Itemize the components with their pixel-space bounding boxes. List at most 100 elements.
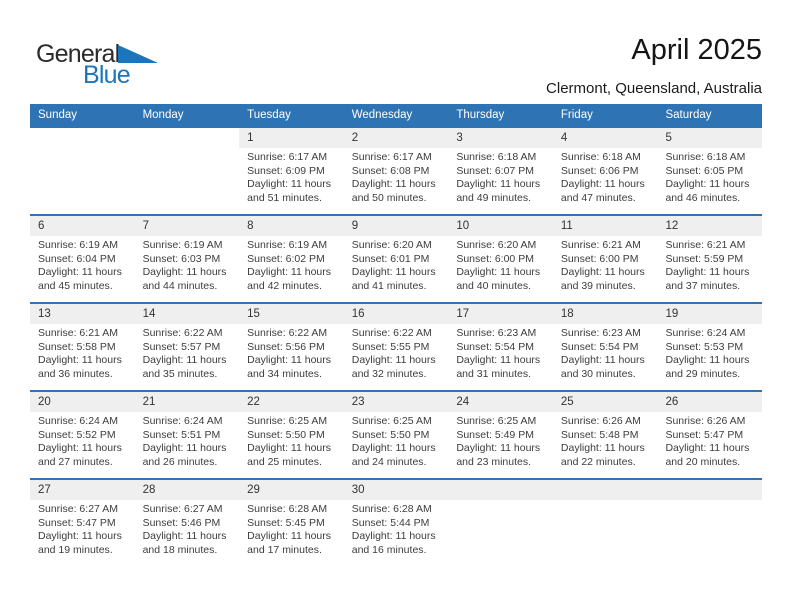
sunset-text: Sunset: 5:44 PM (351, 516, 430, 529)
sunset-text: Sunset: 5:47 PM (665, 428, 744, 441)
sunset-text: Sunset: 5:51 PM (142, 428, 221, 441)
empty-day-cell (657, 480, 763, 566)
daylight-text: Daylight: 11 hours (351, 266, 436, 278)
daylight-text: Daylight: 11 hours (38, 354, 122, 366)
day-info: Sunrise: 6:24 AM Sunset: 5:51 PM Daylight:… (135, 412, 240, 469)
day-header-thursday: Thursday (456, 109, 505, 121)
daylight-text: Daylight: 11 hours (560, 354, 645, 366)
day-info: Sunrise: 6:27 AM Sunset: 5:46 PM Daylight:… (135, 500, 240, 557)
daylight-text: Daylight: 11 hours (247, 442, 332, 454)
sunset-text: Sunset: 5:55 PM (351, 340, 430, 353)
day-number: 19 (657, 304, 763, 324)
daylight-text-cont: and 42 minutes. (247, 279, 322, 292)
day-info: Sunrise: 6:27 AM Sunset: 5:47 PM Daylight:… (30, 500, 135, 557)
daylight-text-cont: and 41 minutes. (351, 279, 427, 292)
daylight-text-cont: and 18 minutes. (142, 543, 218, 556)
title-block: April 2025 Clermont, Queensland, Austral… (546, 34, 762, 97)
sunset-text: Sunset: 5:58 PM (38, 340, 116, 353)
sunrise-text: Sunrise: 6:25 AM (247, 415, 328, 427)
sunset-text: Sunset: 6:05 PM (665, 164, 744, 177)
sunset-text: Sunset: 5:48 PM (560, 428, 639, 441)
daylight-text-cont: and 35 minutes. (142, 367, 218, 380)
day-cell: 3 Sunrise: 6:18 AM Sunset: 6:07 PM Daylight… (448, 128, 553, 214)
daylight-text: Daylight: 11 hours (560, 266, 645, 278)
daylight-text-cont: and 17 minutes. (247, 543, 322, 556)
calendar-table: Sunday Monday Tuesday Wednesday Thursday Frid… (30, 104, 763, 566)
daylight-text-cont: and 31 minutes. (456, 367, 532, 380)
daylight-text-cont: and 36 minutes. (38, 367, 113, 380)
day-info: Sunrise: 6:25 AM Sunset: 5:50 PM Daylight:… (239, 412, 344, 469)
day-number: 9 (343, 216, 449, 236)
daylight-text-cont: and 47 minutes. (560, 191, 636, 204)
daylight-text: Daylight: 11 hours (351, 442, 436, 454)
day-number: 13 (30, 304, 135, 324)
day-number-band (552, 480, 658, 500)
day-number: 26 (657, 392, 763, 412)
sunrise-text: Sunrise: 6:26 AM (560, 415, 641, 427)
day-info: Sunrise: 6:23 AM Sunset: 5:54 PM Daylight:… (553, 324, 658, 381)
sunrise-text: Sunrise: 6:25 AM (351, 415, 432, 427)
page-subtitle: Clermont, Queensland, Australia (546, 80, 762, 97)
day-header-monday: Monday (142, 109, 184, 121)
day-info: Sunrise: 6:26 AM Sunset: 5:48 PM Daylight:… (553, 412, 658, 469)
day-info: Sunrise: 6:23 AM Sunset: 5:54 PM Daylight:… (448, 324, 553, 381)
day-cell: 11 Sunrise: 6:21 AM Sunset: 6:00 PM Dayligh… (552, 216, 658, 302)
empty-day-cell (448, 480, 553, 566)
day-number: 7 (134, 216, 240, 236)
day-number: 22 (239, 392, 344, 412)
daylight-text: Daylight: 11 hours (247, 354, 332, 366)
daylight-text-cont: and 16 minutes. (351, 543, 427, 556)
daylight-text: Daylight: 11 hours (247, 178, 332, 190)
empty-day-cell (552, 480, 658, 566)
daylight-text-cont: and 45 minutes. (38, 279, 113, 292)
day-cell: 27 Sunrise: 6:27 AM Sunset: 5:47 PM Dayligh… (30, 480, 135, 566)
day-info: Sunrise: 6:21 AM Sunset: 5:59 PM Daylight:… (657, 236, 762, 293)
sunrise-text: Sunrise: 6:26 AM (665, 415, 746, 427)
sunset-text: Sunset: 5:47 PM (38, 516, 116, 529)
week-row: 13 Sunrise: 6:21 AM Sunset: 5:58 PM Dayligh… (30, 302, 763, 390)
sunset-text: Sunset: 5:52 PM (38, 428, 116, 441)
sunset-text: Sunset: 5:59 PM (665, 252, 744, 265)
day-number: 4 (552, 128, 658, 148)
sunrise-text: Sunrise: 6:21 AM (38, 327, 118, 339)
day-number: 21 (134, 392, 240, 412)
sunrise-text: Sunrise: 6:22 AM (142, 327, 223, 339)
day-info: Sunrise: 6:17 AM Sunset: 6:09 PM Daylight:… (239, 148, 344, 205)
daylight-text: Daylight: 11 hours (351, 178, 436, 190)
daylight-text-cont: and 32 minutes. (351, 367, 427, 380)
daylight-text-cont: and 27 minutes. (38, 455, 113, 468)
daylight-text-cont: and 50 minutes. (351, 191, 427, 204)
daylight-text-cont: and 39 minutes. (560, 279, 636, 292)
day-number: 29 (239, 480, 344, 500)
sunrise-text: Sunrise: 6:21 AM (665, 239, 746, 251)
daylight-text-cont: and 30 minutes. (560, 367, 636, 380)
day-info: Sunrise: 6:19 AM Sunset: 6:02 PM Daylight:… (239, 236, 344, 293)
daylight-text-cont: and 26 minutes. (142, 455, 218, 468)
day-info: Sunrise: 6:22 AM Sunset: 5:56 PM Daylight:… (239, 324, 344, 381)
daylight-text-cont: and 20 minutes. (665, 455, 741, 468)
page-title: April 2025 (631, 34, 762, 66)
day-cell: 16 Sunrise: 6:22 AM Sunset: 5:55 PM Dayligh… (343, 304, 449, 390)
day-number-band (657, 480, 763, 500)
day-cell: 23 Sunrise: 6:25 AM Sunset: 5:50 PM Dayligh… (343, 392, 449, 478)
day-number: 10 (448, 216, 553, 236)
sunrise-text: Sunrise: 6:24 AM (38, 415, 118, 427)
day-header-saturday: Saturday (665, 109, 712, 121)
day-info: Sunrise: 6:24 AM Sunset: 5:52 PM Daylight:… (30, 412, 135, 469)
sunset-text: Sunset: 6:09 PM (247, 164, 325, 177)
day-number: 25 (552, 392, 658, 412)
sunset-text: Sunset: 6:03 PM (142, 252, 221, 265)
daylight-text: Daylight: 11 hours (247, 266, 332, 278)
day-header-wednesday: Wednesday (351, 109, 413, 121)
day-info: Sunrise: 6:22 AM Sunset: 5:57 PM Daylight:… (135, 324, 240, 381)
daylight-text: Daylight: 11 hours (351, 530, 436, 542)
daylight-text: Daylight: 11 hours (665, 442, 750, 454)
calendar-weeks: 1 Sunrise: 6:17 AM Sunset: 6:09 PM Daylight… (30, 126, 763, 566)
daylight-text-cont: and 37 minutes. (665, 279, 741, 292)
sunset-text: Sunset: 5:45 PM (247, 516, 325, 529)
day-cell: 9 Sunrise: 6:20 AM Sunset: 6:01 PM Daylight… (343, 216, 449, 302)
sunrise-text: Sunrise: 6:23 AM (560, 327, 641, 339)
sunrise-text: Sunrise: 6:28 AM (351, 503, 432, 515)
day-cell: 4 Sunrise: 6:18 AM Sunset: 6:06 PM Daylight… (552, 128, 658, 214)
